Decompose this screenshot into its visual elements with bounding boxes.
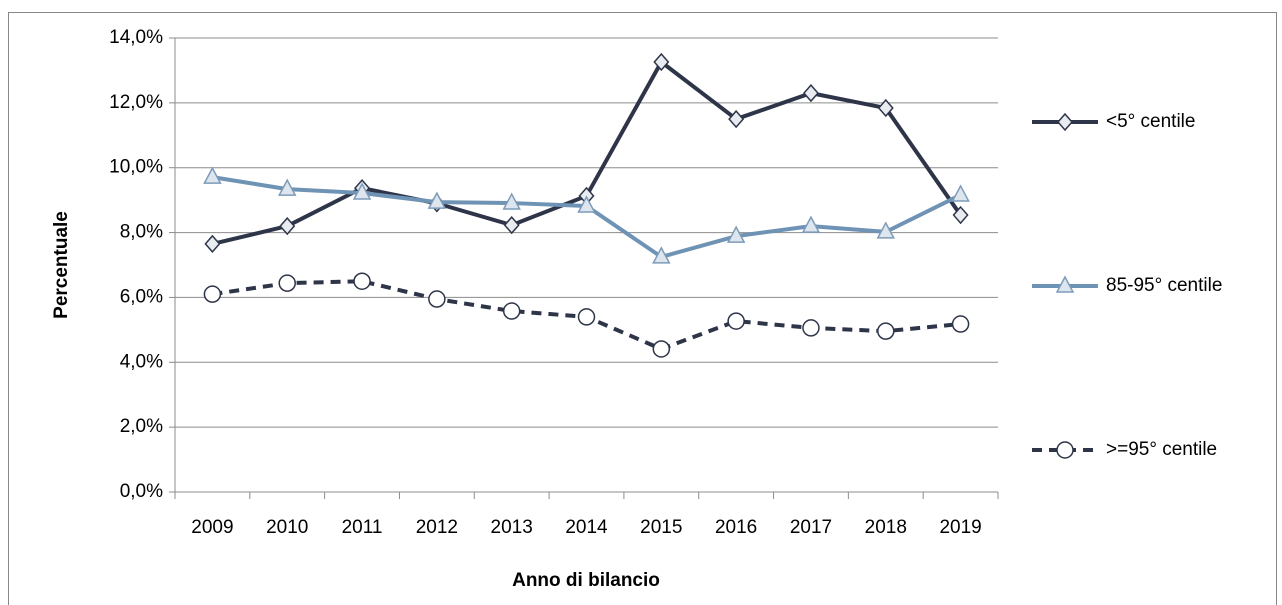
legend-label: <5° centile xyxy=(1106,111,1195,132)
x-tick-label: 2012 xyxy=(416,517,458,538)
chart-frame xyxy=(8,12,1277,605)
y-tick-label: 6,0% xyxy=(120,286,163,307)
marker xyxy=(353,272,371,290)
marker xyxy=(503,215,520,235)
marker xyxy=(802,83,819,103)
legend-marker xyxy=(1057,112,1073,132)
y-tick-label: 10,0% xyxy=(109,157,163,178)
marker xyxy=(652,340,671,358)
marker xyxy=(727,312,745,330)
marker xyxy=(277,178,297,196)
x-tick-label: 2019 xyxy=(939,517,981,538)
marker xyxy=(502,302,521,320)
marker xyxy=(877,322,895,340)
x-tick-label: 2017 xyxy=(790,517,832,538)
marker xyxy=(876,221,896,239)
marker xyxy=(427,191,447,209)
y-tick-label: 4,0% xyxy=(120,351,163,372)
series-line xyxy=(211,59,963,246)
x-tick-label: 2015 xyxy=(640,517,682,538)
x-tick-label: 2018 xyxy=(865,517,907,538)
marker xyxy=(352,182,372,200)
marker xyxy=(203,166,222,184)
y-tick-label: 2,0% xyxy=(120,416,163,437)
x-tick-label: 2010 xyxy=(266,517,308,538)
y-tick-label: 12,0% xyxy=(109,92,163,113)
marker xyxy=(726,225,746,243)
marker xyxy=(428,290,446,308)
marker xyxy=(502,192,521,210)
marker xyxy=(877,98,894,118)
marker xyxy=(279,216,296,236)
y-tick-label: 0,0% xyxy=(120,481,163,502)
marker xyxy=(577,308,596,326)
marker xyxy=(951,184,970,202)
marker xyxy=(653,52,670,72)
marker xyxy=(951,315,970,333)
x-tick-label: 2009 xyxy=(191,517,233,538)
y-tick-label: 8,0% xyxy=(120,222,163,243)
marker xyxy=(652,246,671,264)
marker xyxy=(577,195,596,213)
y-axis-title: Percentuale xyxy=(51,211,72,319)
x-tick-label: 2014 xyxy=(565,517,608,538)
legend-marker xyxy=(1055,275,1075,293)
y-tick-label: 14,0% xyxy=(109,27,163,48)
x-axis-title: Anno di bilancio xyxy=(512,570,660,591)
x-tick-label: 2011 xyxy=(342,517,383,538)
x-tick-label: 2013 xyxy=(491,517,533,538)
marker xyxy=(203,285,222,303)
x-tick-label: 2016 xyxy=(715,517,757,538)
marker xyxy=(801,215,821,233)
marker xyxy=(204,234,221,254)
marker xyxy=(802,319,820,337)
marker xyxy=(278,274,296,292)
legend-label: >=95° centile xyxy=(1106,439,1217,460)
legend-marker xyxy=(1056,441,1074,459)
marker xyxy=(728,109,745,129)
legend-label: 85-95° centile xyxy=(1106,275,1222,296)
marker xyxy=(952,205,969,225)
